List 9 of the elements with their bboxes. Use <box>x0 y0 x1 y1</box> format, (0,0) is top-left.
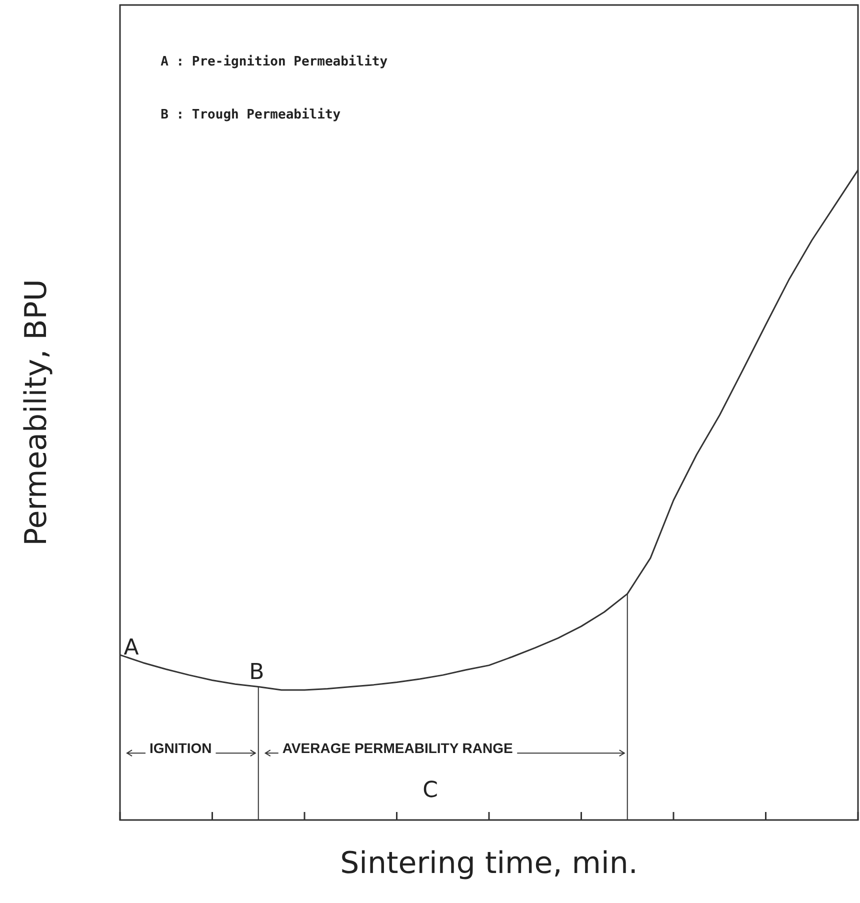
annotation: AVERAGE PERMEABILITY RANGE <box>282 740 513 756</box>
annotation: C <box>422 778 438 804</box>
text: A : Pre-ignition Permeability <box>160 54 388 70</box>
annotation: B <box>249 660 264 686</box>
x-axis-title: Sintering time, min. <box>340 846 638 881</box>
text: B : Trough Permeability <box>160 107 341 122</box>
annotation: IGNITION <box>150 740 212 756</box>
y-axis-title: Permeability, BPU <box>18 279 54 546</box>
annotation: A <box>124 636 139 661</box>
